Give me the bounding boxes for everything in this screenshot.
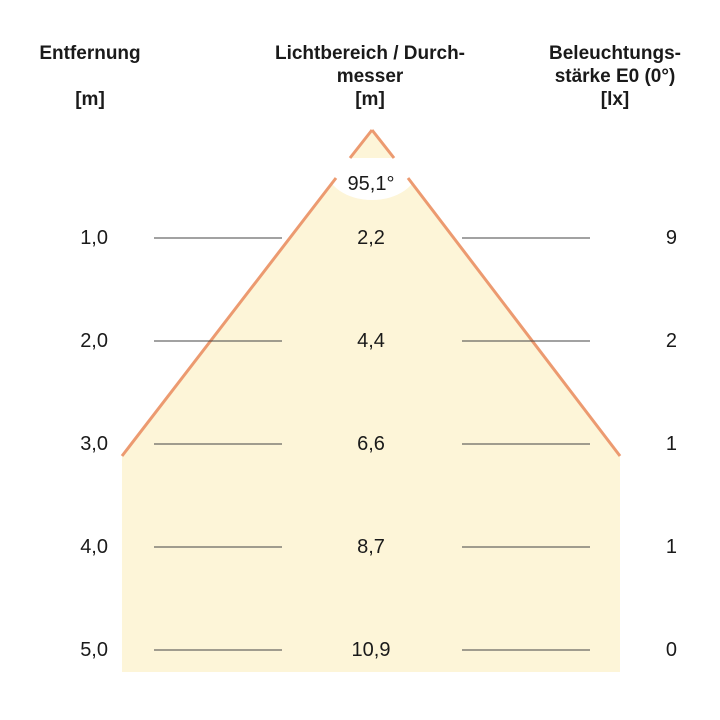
diameter-value: 10,9 <box>351 639 391 661</box>
distance-value: 3,0 <box>80 433 108 455</box>
illuminance-header-unit: [lx] <box>600 89 630 110</box>
distance-value: 4,0 <box>80 536 108 558</box>
distance-column-header: Entfernung [m] <box>20 42 160 111</box>
illuminance-column-header: Beleuchtungs- stärke E0 (0°) [lx] <box>525 42 705 111</box>
row-rule-lines <box>154 237 590 651</box>
beam-angle-label: 95,1° <box>347 173 395 195</box>
diameter-column-header: Lichtbereich / Durch- messer [m] <box>250 42 490 111</box>
diameter-value: 4,4 <box>357 330 385 352</box>
illuminance-header-title-line2: stärke E0 (0°) <box>554 66 676 87</box>
distance-header-title: Entfernung <box>39 43 141 64</box>
beam-edge-right <box>406 177 622 457</box>
beam-edge-right-upper <box>370 129 396 159</box>
illuminance-value: 1 <box>665 536 677 558</box>
beam-edge-left-upper <box>348 129 374 159</box>
distance-value: 1,0 <box>80 227 108 249</box>
illuminance-value: 9 <box>665 227 677 249</box>
distance-value: 2,0 <box>80 330 108 352</box>
diameter-header-unit: [m] <box>355 89 385 110</box>
beam-edge-left <box>120 177 338 457</box>
distance-value: 5,0 <box>80 639 108 661</box>
diameter-header-title-line1: Lichtbereich / Durch- <box>274 43 466 64</box>
light-beam-area <box>122 130 620 672</box>
illuminance-value: 2 <box>665 330 677 352</box>
illuminance-header-title-line1: Beleuchtungs- <box>549 43 681 64</box>
diameter-value: 2,2 <box>357 227 385 249</box>
diameter-value: 6,6 <box>357 433 385 455</box>
distance-header-unit: [m] <box>75 89 105 110</box>
angle-label-backdrop <box>326 136 418 200</box>
diameter-value: 8,7 <box>357 536 385 558</box>
illuminance-value: 0 <box>665 639 677 661</box>
light-beam-apex <box>351 130 393 158</box>
illuminance-value: 1 <box>665 433 677 455</box>
diameter-header-title-line2: messer <box>336 66 404 87</box>
